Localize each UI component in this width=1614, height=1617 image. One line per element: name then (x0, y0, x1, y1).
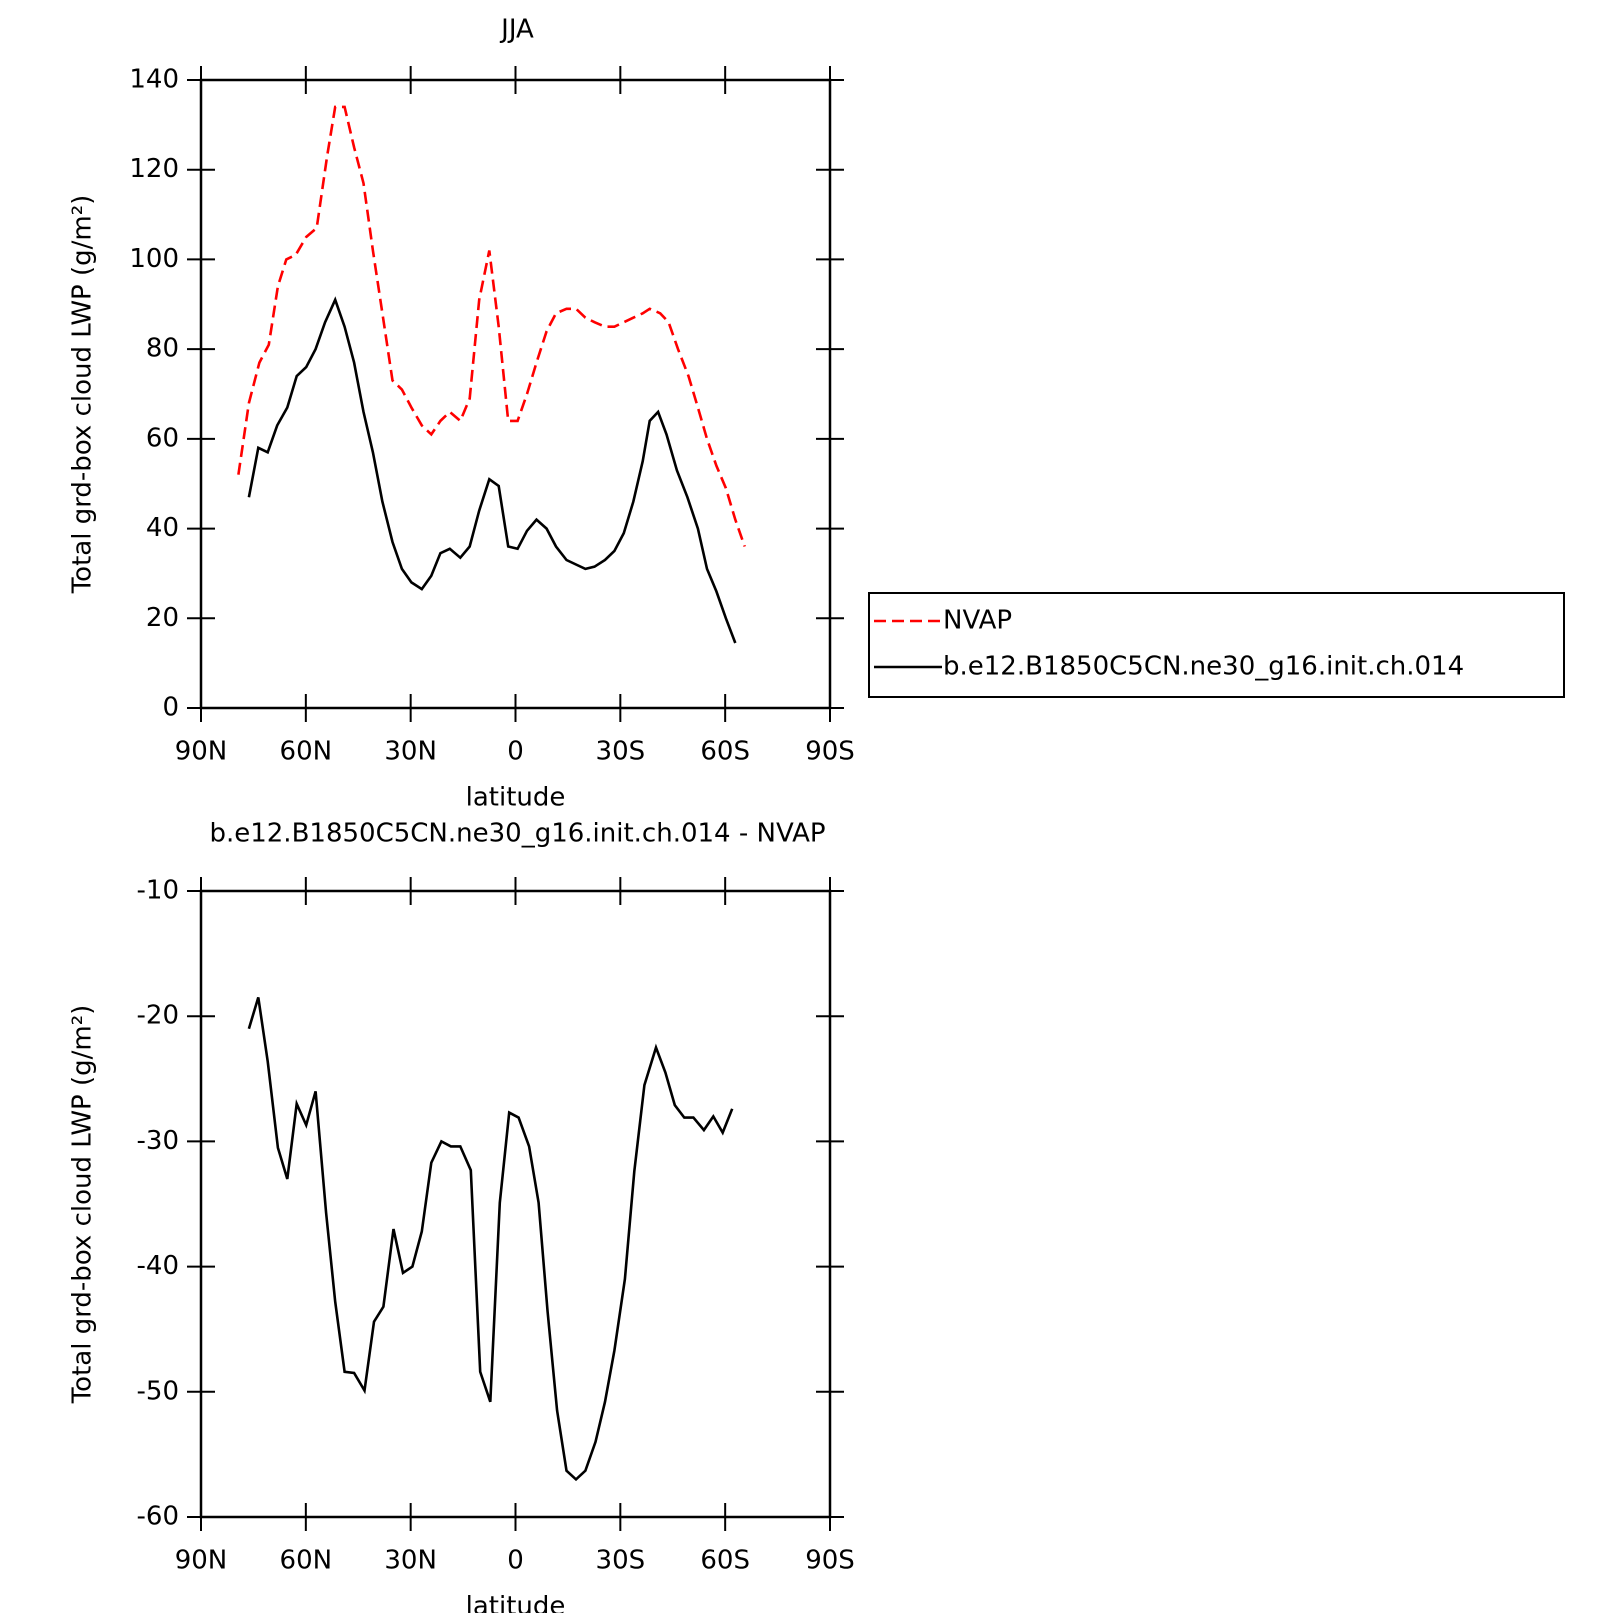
x-tick-label: 60N (280, 737, 333, 767)
plot-frame (199, 78, 832, 710)
y-tick-label: 140 (129, 65, 179, 95)
x-tick-label: 30N (384, 1546, 437, 1576)
x-tick-label: 30N (384, 737, 437, 767)
x-tick-label: 90N (175, 737, 228, 767)
x-tick-label: 60N (280, 1546, 333, 1576)
chart-title: b.e12.B1850C5CN.ne30_g16.init.ch.014 - N… (209, 819, 825, 849)
legend: NVAP b.e12.B1850C5CN.ne30_g16.init.ch.014 (868, 592, 1565, 698)
x-axis-label: latitude (466, 783, 566, 813)
x-tick-label: 30S (596, 737, 646, 767)
plot-frame (199, 889, 832, 1519)
y-tick-label: 120 (129, 154, 179, 184)
y-tick-label: 40 (146, 513, 179, 543)
y-tick-label: 0 (162, 693, 179, 723)
legend-box (868, 592, 1565, 698)
data-line (247, 997, 734, 1482)
x-tick-label: 60S (700, 1546, 750, 1576)
y-tick-label: -60 (137, 1502, 179, 1532)
y-tick-label: -40 (137, 1251, 179, 1281)
y-tick-label: -10 (137, 876, 179, 906)
y-tick-label: 80 (146, 334, 179, 364)
y-tick-label: -50 (137, 1376, 179, 1406)
legend-label: NVAP (943, 606, 1012, 636)
x-tick-label: 0 (507, 1546, 524, 1576)
y-tick-label: 60 (146, 423, 179, 453)
data-line (237, 105, 746, 547)
y-axis-label: Total grd-box cloud LWP (g/m²) (68, 1005, 98, 1405)
y-tick-label: 100 (129, 244, 179, 274)
x-tick-label: 90S (805, 1546, 855, 1576)
x-tick-label: 30S (596, 1546, 646, 1576)
y-tick-label: 20 (146, 603, 179, 633)
x-tick-label: 90N (175, 1546, 228, 1576)
y-tick-label: -20 (137, 1001, 179, 1031)
legend-label: b.e12.B1850C5CN.ne30_g16.init.ch.014 (943, 652, 1464, 682)
x-tick-label: 60S (700, 737, 750, 767)
x-tick-label: 0 (507, 737, 524, 767)
x-tick-label: 90S (805, 737, 855, 767)
y-tick-label: -30 (137, 1126, 179, 1156)
chart-title: JJA (499, 15, 534, 45)
data-line (247, 296, 737, 644)
y-axis-label: Total grd-box cloud LWP (g/m²) (68, 195, 98, 595)
x-axis-label: latitude (466, 1592, 566, 1614)
